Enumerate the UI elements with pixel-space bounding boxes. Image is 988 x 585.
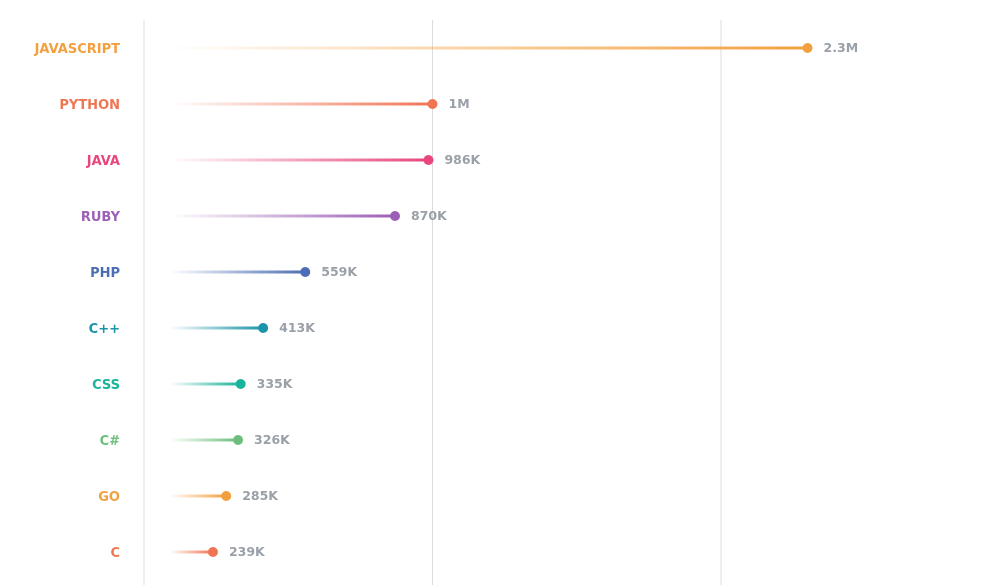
lollipop-row-c: C 239K (110, 544, 266, 561)
category-label-css: CSS (92, 378, 120, 393)
lollipop-dot-python (427, 99, 438, 109)
lollipop-row-php: PHP 559K (90, 264, 358, 281)
value-label-css: 335K (257, 376, 294, 391)
lollipop-dot-cplusplus (258, 323, 269, 333)
category-label-python: PYTHON (59, 98, 120, 113)
value-label-java: 986K (444, 152, 481, 167)
category-label-java: JAVA (86, 154, 120, 169)
lollipop-row-python: PYTHON 1M (59, 96, 469, 113)
lollipop-dot-ruby (389, 211, 400, 221)
lollipop-row-csharp: C# 326K (100, 432, 292, 449)
lollipop-dot-go (221, 491, 232, 501)
lollipop-row-css: CSS 335K (92, 376, 294, 393)
lollipop-row-cplusplus: C++ 413K (89, 320, 317, 337)
category-label-php: PHP (90, 266, 120, 281)
value-label-cplusplus: 413K (279, 320, 316, 335)
category-label-ruby: RUBY (81, 210, 121, 225)
category-label-javascript: JAVASCRIPT (34, 42, 121, 57)
lollipop-dot-css (235, 379, 246, 389)
gridlines (143, 20, 722, 585)
value-label-ruby: 870K (411, 208, 448, 223)
category-label-go: GO (98, 490, 120, 505)
lollipop-dot-php (300, 267, 311, 277)
value-label-python: 1M (449, 96, 470, 111)
value-label-csharp: 326K (254, 432, 291, 447)
lollipop-dot-javascript (802, 43, 813, 53)
lollipop-dot-csharp (233, 435, 244, 445)
lollipop-dot-java (423, 155, 434, 165)
chart-marks: JAVASCRIPT 2.3M PYTHON 1M JAVA 986K RUBY 870K PH… (34, 40, 859, 561)
lollipop-row-ruby: RUBY 870K (81, 208, 448, 225)
category-label-csharp: C# (100, 434, 121, 449)
lollipop-row-javascript: JAVASCRIPT 2.3M (34, 40, 859, 57)
lollipop-row-go: GO 285K (98, 488, 279, 505)
lollipop-dot-c (207, 547, 218, 557)
value-label-go: 285K (242, 488, 279, 503)
value-label-c: 239K (229, 544, 266, 559)
category-label-c: C (110, 546, 120, 561)
value-label-php: 559K (321, 264, 358, 279)
value-label-javascript: 2.3M (824, 40, 859, 55)
category-label-cplusplus: C++ (89, 322, 120, 337)
lollipop-row-java: JAVA 986K (86, 152, 482, 169)
